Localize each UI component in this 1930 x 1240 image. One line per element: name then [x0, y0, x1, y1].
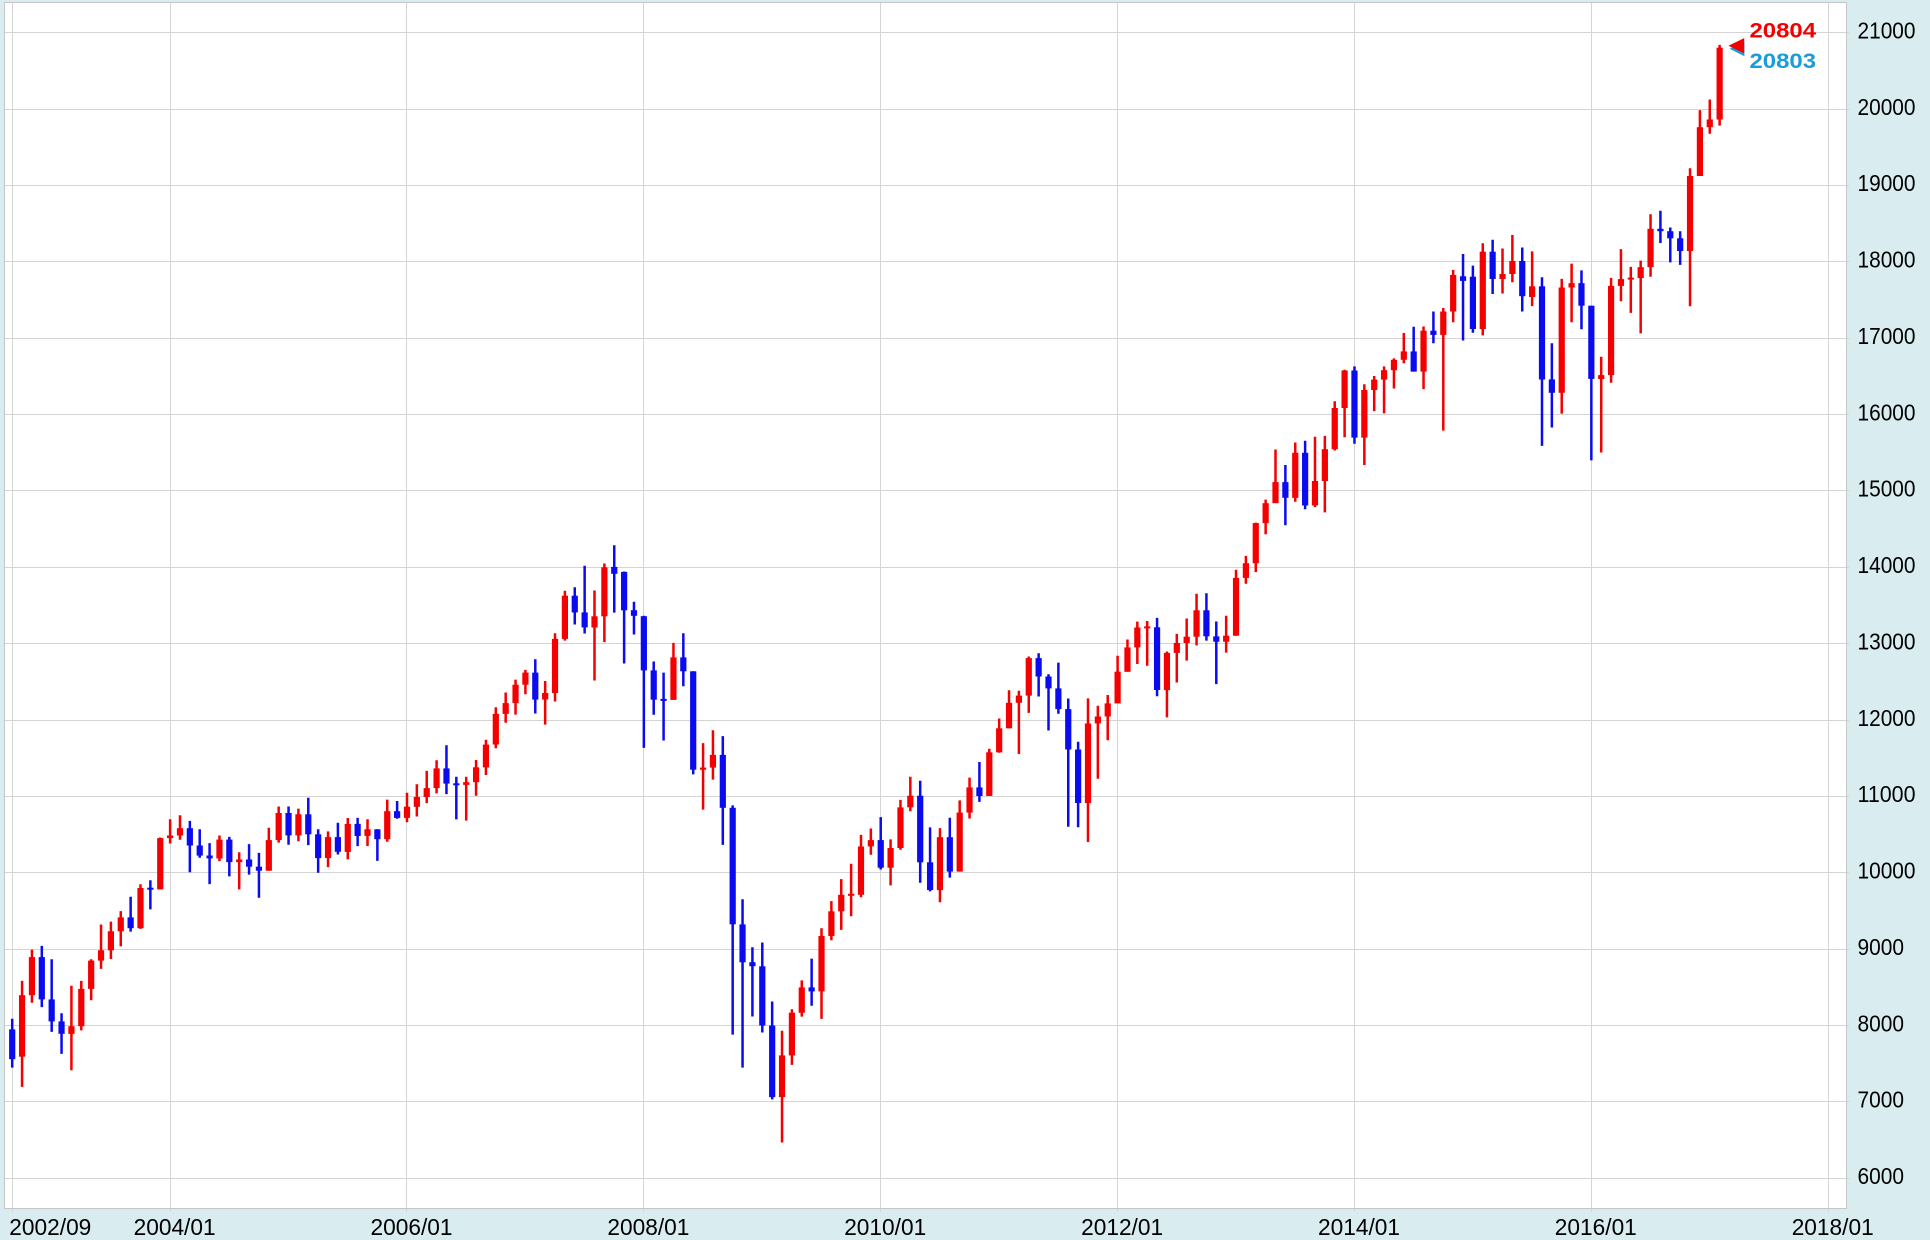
svg-text:9000: 9000 — [1858, 934, 1905, 960]
svg-text:2014/01: 2014/01 — [1318, 1214, 1400, 1240]
svg-text:20000: 20000 — [1858, 94, 1916, 120]
svg-text:16000: 16000 — [1858, 399, 1916, 425]
svg-text:2008/01: 2008/01 — [607, 1214, 689, 1240]
svg-text:2016/01: 2016/01 — [1555, 1214, 1637, 1240]
svg-text:13000: 13000 — [1858, 629, 1916, 655]
svg-text:2010/01: 2010/01 — [844, 1214, 926, 1240]
svg-text:15000: 15000 — [1858, 476, 1916, 502]
svg-text:19000: 19000 — [1858, 170, 1916, 196]
svg-text:2012/01: 2012/01 — [1081, 1214, 1163, 1240]
svg-text:12000: 12000 — [1858, 705, 1916, 731]
svg-text:20804: 20804 — [1750, 19, 1817, 43]
svg-text:11000: 11000 — [1858, 781, 1916, 807]
svg-text:10000: 10000 — [1858, 858, 1916, 884]
svg-text:14000: 14000 — [1858, 552, 1916, 578]
svg-text:8000: 8000 — [1858, 1010, 1905, 1036]
svg-text:17000: 17000 — [1858, 323, 1916, 349]
svg-text:7000: 7000 — [1858, 1087, 1905, 1113]
svg-text:21000: 21000 — [1858, 18, 1916, 44]
svg-text:2004/01: 2004/01 — [134, 1214, 216, 1240]
svg-text:2018/01: 2018/01 — [1792, 1214, 1874, 1240]
svg-text:18000: 18000 — [1858, 247, 1916, 273]
svg-text:6000: 6000 — [1858, 1163, 1905, 1189]
svg-text:20803: 20803 — [1750, 49, 1817, 73]
svg-text:2002/09: 2002/09 — [9, 1214, 91, 1240]
svg-text:2006/01: 2006/01 — [371, 1214, 453, 1240]
